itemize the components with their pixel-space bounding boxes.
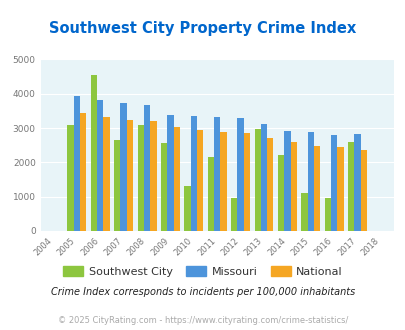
Bar — [207, 157, 213, 231]
Bar — [67, 125, 74, 231]
Text: © 2025 CityRating.com - https://www.cityrating.com/crime-statistics/: © 2025 CityRating.com - https://www.city… — [58, 315, 347, 325]
Bar — [120, 103, 126, 231]
Bar — [97, 100, 103, 231]
Bar — [237, 118, 243, 231]
Bar — [173, 127, 179, 231]
Bar — [277, 155, 284, 231]
Bar — [126, 120, 133, 231]
Bar — [347, 142, 354, 231]
Bar — [337, 147, 343, 231]
Bar — [354, 134, 360, 231]
Bar — [330, 135, 337, 231]
Bar — [220, 132, 226, 231]
Bar — [260, 123, 266, 231]
Bar — [74, 96, 80, 231]
Bar — [254, 129, 260, 231]
Bar — [307, 132, 313, 231]
Bar — [313, 146, 320, 231]
Bar — [324, 198, 330, 231]
Bar — [91, 75, 97, 231]
Bar — [114, 140, 120, 231]
Bar — [80, 113, 86, 231]
Bar — [103, 117, 109, 231]
Bar — [184, 186, 190, 231]
Bar — [284, 131, 290, 231]
Bar — [137, 125, 143, 231]
Bar — [167, 115, 173, 231]
Bar — [230, 198, 237, 231]
Bar — [290, 142, 296, 231]
Text: Crime Index corresponds to incidents per 100,000 inhabitants: Crime Index corresponds to incidents per… — [51, 287, 354, 297]
Legend: Southwest City, Missouri, National: Southwest City, Missouri, National — [58, 261, 347, 281]
Bar — [143, 105, 150, 231]
Bar — [360, 150, 366, 231]
Bar — [190, 116, 196, 231]
Bar — [196, 130, 203, 231]
Text: Southwest City Property Crime Index: Southwest City Property Crime Index — [49, 21, 356, 36]
Bar — [160, 143, 167, 231]
Bar — [266, 138, 273, 231]
Bar — [243, 133, 249, 231]
Bar — [150, 121, 156, 231]
Bar — [213, 117, 220, 231]
Bar — [301, 193, 307, 231]
